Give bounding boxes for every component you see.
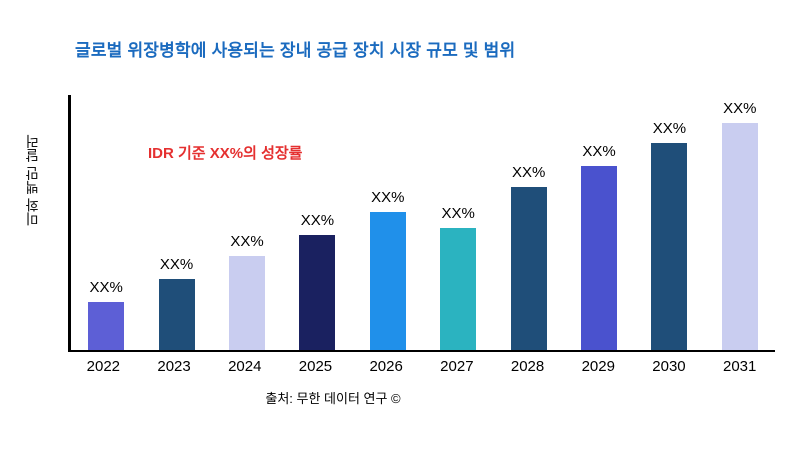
- bar-column: XX%: [634, 95, 704, 350]
- bar-column: XX%: [705, 95, 775, 350]
- x-axis-tick-labels: 2022 2023 2024 2025 2026 2027 2028 2029 2030 2031: [68, 358, 775, 375]
- bar-value-label: XX%: [652, 120, 687, 138]
- bar-value-label: XX%: [371, 189, 405, 207]
- bar: [229, 255, 266, 350]
- bar: [510, 186, 547, 350]
- bar-value-label: XX%: [511, 163, 546, 181]
- x-tick-label: 2030: [652, 358, 686, 375]
- bar: [158, 278, 195, 350]
- bar-value-label: XX%: [723, 100, 757, 118]
- source-text: 출처: 무한 데이터 연구 ©: [265, 391, 401, 406]
- bar-value-label: XX%: [159, 255, 194, 273]
- x-tick-label: 2026: [369, 358, 403, 375]
- x-tick-label: 2025: [298, 358, 333, 375]
- bar-column: XX%: [423, 95, 493, 350]
- bar-column: XX%: [493, 95, 563, 350]
- x-tick-label: 2023: [157, 358, 191, 375]
- bar-value-label: XX%: [89, 278, 123, 296]
- bar: [721, 123, 758, 350]
- chart-title: 글로벌 위장병학에 사용되는 장내 공급 장치 시장 규모 및 범위: [75, 41, 516, 60]
- y-axis-label: 미화 백만 달러: [24, 134, 40, 226]
- plot-area: XX% XX% XX% XX% XX% XX% XX% XX% XX% XX%: [68, 95, 775, 352]
- growth-annotation: IDR 기준 XX%의 성장률: [148, 145, 303, 162]
- bar-value-label: XX%: [300, 212, 335, 230]
- x-tick-label: 2028: [510, 358, 545, 375]
- bar-column: XX%: [71, 95, 141, 350]
- bar-column: XX%: [564, 95, 634, 350]
- bar-value-label: XX%: [230, 232, 264, 250]
- bar: [299, 235, 336, 350]
- bar: [440, 227, 477, 350]
- x-tick-label: 2027: [440, 358, 474, 375]
- bar-column: XX%: [282, 95, 352, 350]
- bar-value-label: XX%: [441, 204, 475, 222]
- bar: [581, 166, 618, 350]
- bar-column: XX%: [212, 95, 282, 350]
- bar-column: XX%: [353, 95, 423, 350]
- bar-value-label: XX%: [582, 143, 616, 161]
- bar: [88, 301, 125, 350]
- bar-column: XX%: [141, 95, 211, 350]
- x-tick-label: 2031: [722, 358, 757, 375]
- bar: [651, 143, 688, 350]
- x-tick-label: 2022: [86, 358, 121, 375]
- bar: [369, 212, 406, 350]
- x-tick-label: 2029: [581, 358, 615, 375]
- bar-series: XX% XX% XX% XX% XX% XX% XX% XX% XX% XX%: [71, 95, 775, 350]
- x-tick-label: 2024: [228, 358, 262, 375]
